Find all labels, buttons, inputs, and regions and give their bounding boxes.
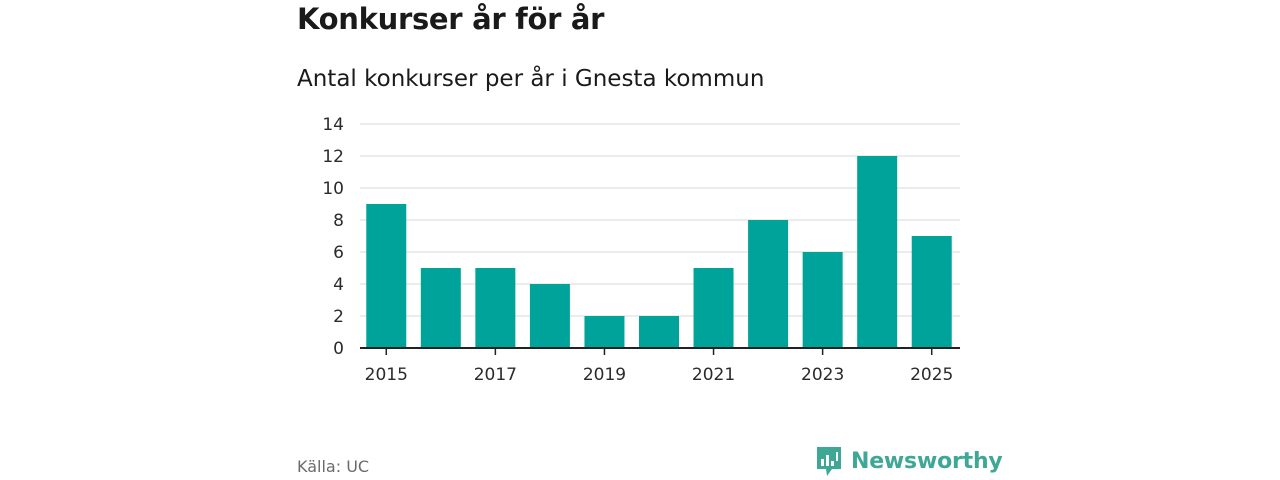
brand-logo[interactable]: Newsworthy <box>815 445 1003 477</box>
bar-2018[interactable] <box>529 284 570 348</box>
y-tick-label: 6 <box>333 243 344 263</box>
bar-2024[interactable] <box>857 156 898 348</box>
bar-2023[interactable] <box>802 252 843 348</box>
x-tick-label: 2019 <box>583 365 626 385</box>
bar-2020[interactable] <box>639 316 679 348</box>
bar-2025[interactable] <box>911 236 952 348</box>
y-tick-label: 14 <box>322 115 344 135</box>
x-tick-label: 2025 <box>910 365 953 385</box>
x-tick-label: 2023 <box>801 365 844 385</box>
chart-title: Konkurser år för år <box>297 2 605 36</box>
x-tick-label: 2015 <box>365 365 408 385</box>
source-note: Källa: UC <box>297 457 370 476</box>
y-tick-label: 4 <box>333 275 344 295</box>
bar-2017[interactable] <box>475 268 516 348</box>
bar-2022[interactable] <box>748 220 789 348</box>
x-tick-label: 2017 <box>474 365 517 385</box>
brand-name: Newsworthy <box>851 448 1003 474</box>
chart-subtitle: Antal konkurser per år i Gnesta kommun <box>297 66 765 92</box>
y-tick-label: 12 <box>322 147 344 167</box>
bar-2016[interactable] <box>420 268 461 348</box>
x-tick-label: 2021 <box>692 365 735 385</box>
newsworthy-logo-icon <box>817 447 841 476</box>
y-tick-label: 2 <box>333 307 344 327</box>
y-tick-label: 10 <box>322 179 344 199</box>
y-tick-label: 8 <box>333 211 344 231</box>
y-tick-label: 0 <box>333 339 344 359</box>
bar-2019[interactable] <box>584 316 625 348</box>
bar-2021[interactable] <box>693 268 734 348</box>
bar-2015[interactable] <box>366 204 407 348</box>
